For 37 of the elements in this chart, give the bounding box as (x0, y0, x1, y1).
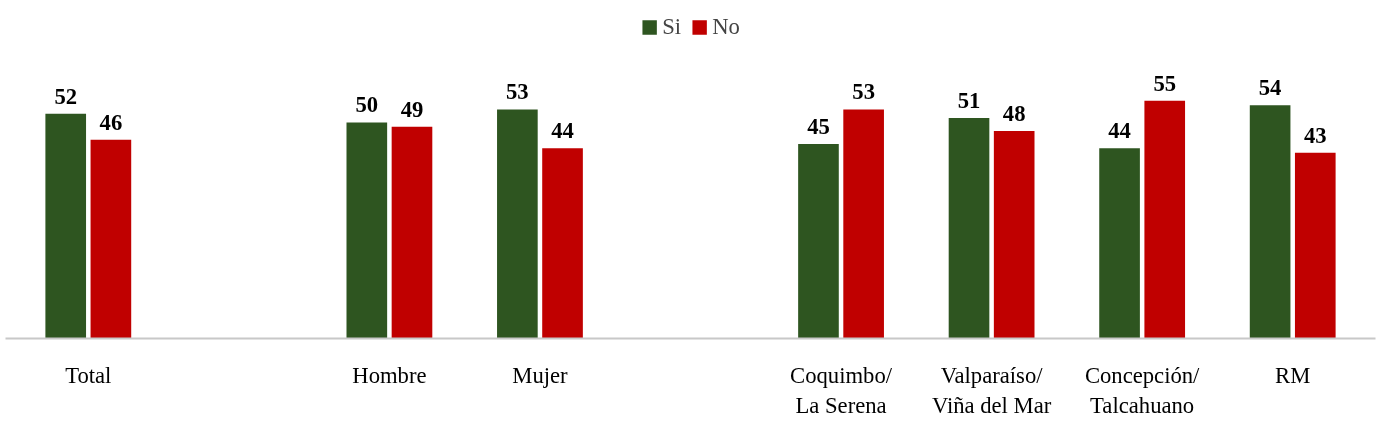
bar (1099, 148, 1140, 339)
x-tick-label: Mujer (512, 362, 569, 388)
bar (45, 113, 87, 339)
x-tick-label: Concepción/ Talcahuano (1084, 362, 1201, 418)
data-label: 44 (1108, 118, 1131, 144)
bar (497, 109, 538, 339)
bar (843, 109, 884, 339)
data-label: 49 (400, 96, 424, 122)
legend-label: Si (662, 14, 683, 40)
data-label: 55 (1153, 70, 1177, 96)
bar (346, 122, 388, 339)
x-tick-label: Coquimbo/ La Serena (790, 362, 893, 418)
data-label: 48 (1002, 101, 1026, 127)
bar (1294, 152, 1336, 339)
x-tick-label: Hombre (352, 362, 427, 388)
x-tick-label: RM (1275, 362, 1311, 388)
data-label: 44 (551, 118, 574, 144)
bar (948, 118, 990, 339)
bar (798, 144, 839, 339)
bar (542, 148, 583, 339)
legend-label: No (712, 14, 740, 40)
data-label: 50 (355, 92, 379, 118)
x-tick-label: Valparaíso/ Viña del Mar (931, 362, 1052, 418)
bar (391, 126, 433, 339)
data-label: 43 (1303, 122, 1327, 148)
data-label: 52 (54, 83, 78, 109)
data-label: 51 (957, 88, 981, 114)
bar (90, 139, 132, 339)
data-label: 53 (852, 79, 875, 105)
data-label: 53 (506, 79, 529, 105)
data-label: 45 (807, 114, 830, 140)
x-tick-label: Total (65, 362, 112, 388)
data-label: 46 (99, 109, 123, 135)
bar (993, 131, 1035, 339)
bar (1144, 100, 1186, 339)
bar (1249, 105, 1291, 339)
data-label: 54 (1258, 75, 1282, 101)
